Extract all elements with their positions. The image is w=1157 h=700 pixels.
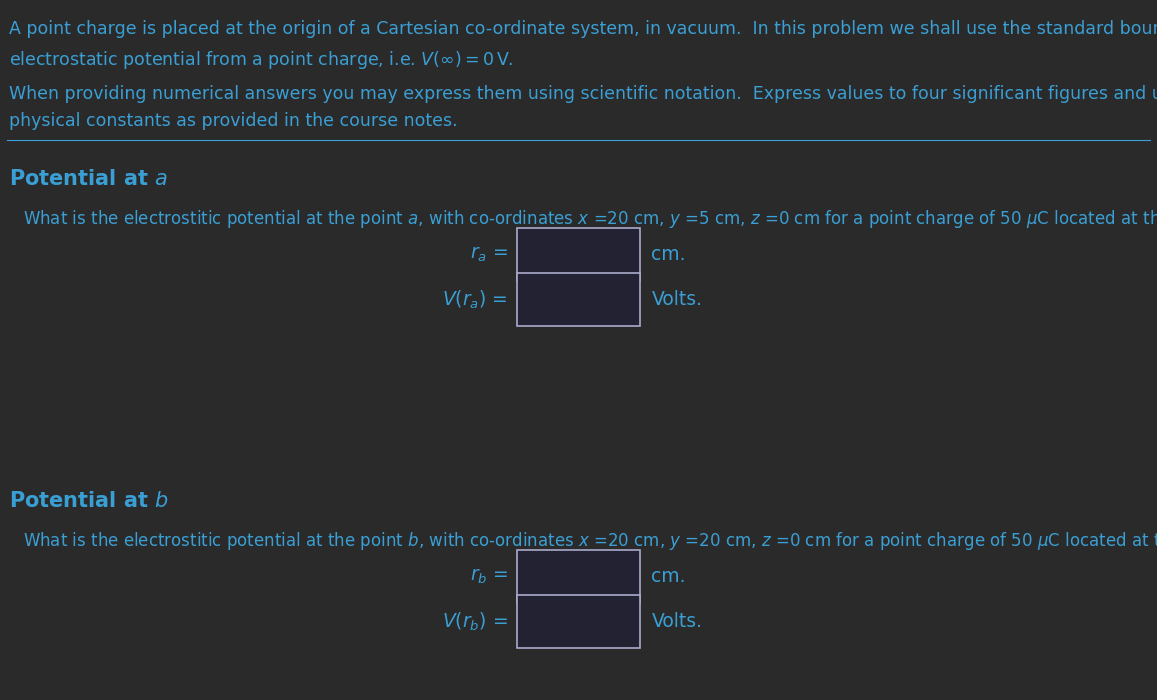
FancyBboxPatch shape: [517, 228, 640, 281]
Text: cm.: cm.: [651, 567, 686, 587]
Text: Potential at $a$: Potential at $a$: [9, 169, 168, 190]
Text: Volts.: Volts.: [651, 290, 702, 309]
Text: $r_b$ =: $r_b$ =: [470, 567, 508, 587]
Text: What is the electrostitic potential at the point $a$, with co-ordinates $x$ =20 : What is the electrostitic potential at t…: [23, 208, 1157, 230]
Text: A point charge is placed at the origin of a Cartesian co-ordinate system, in vac: A point charge is placed at the origin o…: [9, 20, 1157, 38]
Text: $V(r_a)$ =: $V(r_a)$ =: [442, 288, 508, 311]
Text: $V(r_b)$ =: $V(r_b)$ =: [442, 610, 508, 633]
Text: electrostatic potential from a point charge, i.e. $V(\infty) = 0\,\mathrm{V}$.: electrostatic potential from a point cha…: [9, 49, 514, 71]
Text: Volts.: Volts.: [651, 612, 702, 631]
Text: What is the electrostitic potential at the point $b$, with co-ordinates $x$ =20 : What is the electrostitic potential at t…: [23, 530, 1157, 552]
Text: Potential at $b$: Potential at $b$: [9, 491, 169, 512]
FancyBboxPatch shape: [517, 273, 640, 326]
FancyBboxPatch shape: [517, 550, 640, 603]
Text: cm.: cm.: [651, 245, 686, 265]
Text: When providing numerical answers you may express them using scientific notation.: When providing numerical answers you may…: [9, 85, 1157, 104]
Text: physical constants as provided in the course notes.: physical constants as provided in the co…: [9, 112, 458, 130]
Text: $r_a$ =: $r_a$ =: [470, 245, 508, 265]
FancyBboxPatch shape: [517, 595, 640, 648]
